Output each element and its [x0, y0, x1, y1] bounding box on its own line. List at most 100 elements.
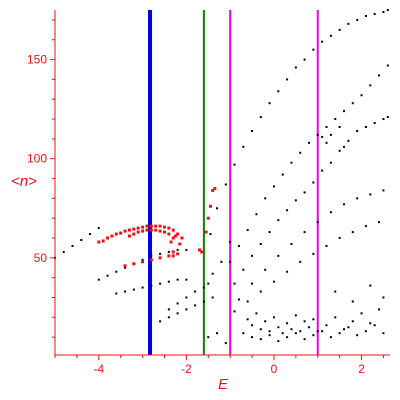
- data-point: [159, 252, 162, 255]
- red-data-point: [167, 254, 171, 258]
- y-ticks: 50 100 150: [27, 19, 55, 338]
- data-point: [281, 173, 284, 176]
- data-point: [251, 324, 254, 327]
- data-point: [316, 133, 319, 136]
- data-point: [251, 282, 254, 285]
- red-data-point: [162, 230, 166, 234]
- red-data-point: [136, 226, 140, 230]
- data-point: [343, 328, 346, 331]
- data-point: [251, 336, 254, 339]
- data-point: [224, 342, 227, 345]
- red-data-point: [149, 228, 153, 232]
- data-point: [364, 225, 367, 228]
- data-point: [351, 320, 354, 323]
- data-point: [202, 286, 205, 289]
- data-point: [194, 290, 197, 293]
- data-point: [207, 282, 210, 285]
- data-point: [351, 102, 354, 105]
- data-point: [356, 197, 359, 200]
- data-point: [259, 290, 262, 293]
- data-point: [312, 334, 315, 337]
- data-point: [369, 322, 372, 325]
- data-point: [294, 314, 297, 317]
- axes: -4 -2 0 2 50 100 150: [27, 10, 390, 376]
- data-point: [338, 125, 341, 128]
- data-point: [211, 296, 214, 299]
- data-point: [176, 278, 179, 281]
- red-data-point: [208, 204, 212, 208]
- red-data-point: [132, 227, 136, 231]
- data-point: [277, 340, 280, 343]
- data-point: [338, 332, 341, 335]
- data-point: [233, 282, 236, 285]
- data-points: [54, 9, 389, 345]
- data-point: [356, 18, 359, 21]
- red-data-point: [127, 234, 131, 238]
- data-point: [325, 244, 328, 247]
- x-tick-label: -4: [93, 362, 104, 376]
- data-point: [299, 151, 302, 154]
- data-point: [115, 292, 118, 295]
- data-point: [325, 125, 328, 128]
- data-point: [132, 288, 135, 291]
- red-data-point: [145, 224, 149, 228]
- data-point: [329, 336, 332, 339]
- data-point: [338, 149, 341, 152]
- data-point: [286, 78, 289, 81]
- data-point: [220, 260, 223, 263]
- red-data-point: [167, 226, 171, 230]
- data-point: [338, 28, 341, 31]
- data-point: [286, 270, 289, 273]
- red-data-point: [173, 234, 177, 238]
- data-point: [329, 161, 332, 164]
- red-data-point: [145, 228, 149, 232]
- data-point: [303, 320, 306, 323]
- y-axis-label: <n>: [11, 173, 37, 190]
- red-data-point: [149, 224, 153, 228]
- data-point: [259, 328, 262, 331]
- data-point: [386, 116, 389, 119]
- data-point: [272, 280, 275, 283]
- data-point: [246, 300, 249, 303]
- x-tick-label: -2: [181, 362, 192, 376]
- red-data-point: [141, 225, 145, 229]
- data-point: [290, 328, 293, 331]
- data-point: [141, 286, 144, 289]
- data-point: [373, 12, 376, 15]
- data-point: [360, 312, 363, 315]
- data-point: [307, 141, 310, 144]
- data-point: [251, 254, 254, 257]
- data-point: [378, 74, 381, 77]
- data-point: [316, 221, 319, 224]
- data-point: [268, 334, 271, 337]
- data-point: [378, 221, 381, 224]
- red-data-point: [101, 239, 105, 243]
- red-data-point: [171, 250, 175, 254]
- data-point: [303, 58, 306, 61]
- data-point: [373, 122, 376, 125]
- data-point: [242, 268, 245, 271]
- data-point: [237, 298, 240, 301]
- data-point: [364, 14, 367, 17]
- data-point: [242, 145, 245, 148]
- red-data-point: [162, 225, 166, 229]
- red-data-point: [171, 254, 175, 258]
- data-point: [176, 302, 179, 305]
- data-point: [334, 118, 337, 121]
- data-point: [303, 338, 306, 341]
- data-point: [286, 322, 289, 325]
- red-data-point: [119, 231, 123, 235]
- data-point: [167, 250, 170, 253]
- data-point: [167, 280, 170, 283]
- data-point: [277, 254, 280, 257]
- data-point: [150, 284, 153, 287]
- data-point: [286, 209, 289, 212]
- red-data-point: [106, 236, 110, 240]
- data-point: [185, 278, 188, 281]
- red-data-point: [211, 188, 215, 192]
- data-point: [224, 183, 227, 186]
- data-point: [80, 239, 83, 241]
- red-data-point: [171, 228, 175, 232]
- data-point: [194, 304, 197, 307]
